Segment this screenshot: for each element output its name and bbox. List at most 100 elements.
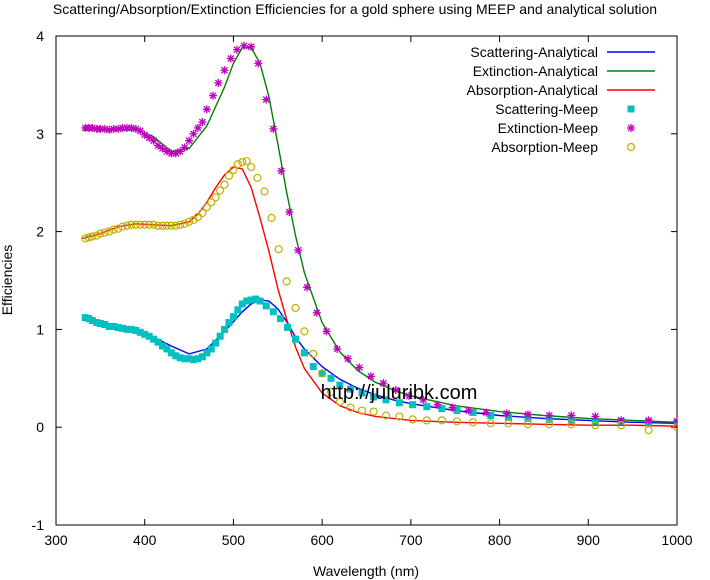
absorption-meep-point [100, 228, 109, 237]
legend-swatch [626, 142, 636, 152]
scattering-meep-point [327, 374, 335, 382]
scattering-meep-point [81, 314, 89, 322]
extinction-analytical-line [82, 47, 677, 423]
extinction-meep-point [240, 41, 249, 50]
extinction-meep-point [312, 308, 321, 317]
scattering-meep-point [96, 320, 104, 328]
extinction-meep-point [209, 91, 218, 100]
scattering-meep-point [194, 355, 202, 363]
scattering-meep-point [163, 345, 171, 353]
scattering-meep-point [318, 369, 326, 377]
scattering-analytical-series [82, 299, 677, 424]
scattering-meep-point [172, 352, 180, 360]
x-axis-label: Wavelength (nm) [313, 563, 419, 579]
scattering-meep-point [93, 319, 101, 327]
scattering-meep-point [469, 409, 477, 417]
scattering-meep-point [252, 295, 260, 303]
extinction-meep-point [545, 411, 554, 420]
legend-swatch [627, 105, 635, 113]
absorption-meep-point [109, 225, 118, 234]
absorption-meep-point [105, 227, 114, 236]
extinction-meep-point [136, 126, 145, 135]
absorption-meep-point [211, 193, 220, 202]
scattering-meep-point [101, 321, 109, 329]
extinction-meep-point [193, 123, 202, 132]
scattering-meep-point [141, 330, 149, 338]
absorption-meep-point [274, 245, 283, 254]
series-layer [81, 41, 677, 435]
scattering-meep-point [487, 411, 495, 419]
scattering-meep-point [114, 323, 122, 331]
y-tick-label: -1 [32, 517, 45, 533]
legend-label: Absorption-Meep [491, 139, 598, 155]
legend-swatch [627, 124, 635, 132]
y-tick-label: 4 [36, 28, 44, 44]
scattering-meep-series [81, 295, 677, 426]
absorption-meep-point [118, 222, 127, 231]
scattering-meep-point [190, 356, 198, 364]
y-tick-label: 1 [36, 321, 44, 337]
extinction-meep-point [220, 66, 229, 75]
scattering-meep-point [247, 296, 255, 304]
scattering-meep-point [453, 407, 461, 415]
extinction-meep-point [262, 95, 271, 104]
legend-label: Extinction-Meep [498, 120, 599, 136]
scattering-meep-point [269, 308, 277, 316]
absorption-meep-point [162, 221, 171, 230]
absorption-meep-point [242, 157, 251, 166]
absorption-meep-point [504, 419, 513, 428]
extinction-meep-point [232, 45, 241, 54]
plot-frame [55, 35, 678, 526]
extinction-meep-point [379, 379, 388, 388]
axis-ticks [55, 35, 678, 526]
extinction-meep-point [644, 416, 653, 425]
extinction-meep-point [391, 386, 400, 395]
absorption-meep-point [198, 208, 207, 218]
scattering-meep-point [176, 354, 184, 362]
absorption-meep-point [346, 403, 355, 412]
absorption-meep-point [326, 387, 336, 397]
watermark-text: http://juluribk.com [321, 382, 478, 404]
legend-item-scattering-analytical: Scattering-Analytical [470, 44, 655, 60]
legend-label: Scattering-Analytical [470, 44, 598, 60]
absorption-meep-point [88, 232, 97, 241]
extinction-meep-point [154, 141, 163, 150]
absorption-meep-point [238, 158, 247, 167]
axis-tick-labels: 300 400 500 600 700 800 900 1000 -1 0 1 2 3 4 [32, 28, 693, 548]
extinction-meep-point [333, 344, 342, 353]
absorption-meep-point [545, 420, 554, 429]
extinction-meep-point [145, 133, 154, 142]
scattering-meep-point [336, 381, 344, 389]
scattering-meep-point [145, 332, 153, 340]
extinction-meep-point [285, 208, 294, 217]
absorption-meep-point [224, 171, 234, 180]
extinction-meep-point [673, 417, 677, 426]
absorption-meep-point [591, 421, 600, 430]
absorption-meep-point [267, 213, 276, 223]
extinction-meep-point [277, 166, 286, 175]
scattering-meep-point [167, 349, 175, 357]
x-tick-label: 300 [44, 532, 68, 548]
extinction-meep-point [366, 372, 375, 381]
absorption-meep-point [220, 180, 229, 189]
absorption-meep-point [318, 369, 327, 378]
extinction-meep-point [322, 327, 331, 336]
scattering-analytical-line [82, 299, 677, 424]
scattering-meep-point [132, 326, 140, 334]
absorption-meep-series [81, 157, 677, 435]
absorption-meep-point [136, 220, 145, 229]
scattering-meep-point [181, 355, 189, 363]
absorption-meep-point [672, 423, 677, 432]
x-tick-label: 400 [133, 532, 157, 548]
scattering-meep-point [300, 349, 308, 357]
absorption-meep-point [617, 421, 626, 430]
extinction-meep-point [247, 42, 256, 51]
extinction-meep-point [254, 59, 263, 68]
extinction-meep-point [202, 105, 211, 114]
scattering-meep-point [284, 323, 292, 331]
extinction-meep-series [81, 41, 677, 426]
scattering-meep-point [154, 338, 162, 346]
scattering-meep-point [127, 325, 135, 333]
x-tick-label: 800 [488, 532, 512, 548]
x-tick-label: 1000 [661, 532, 692, 548]
